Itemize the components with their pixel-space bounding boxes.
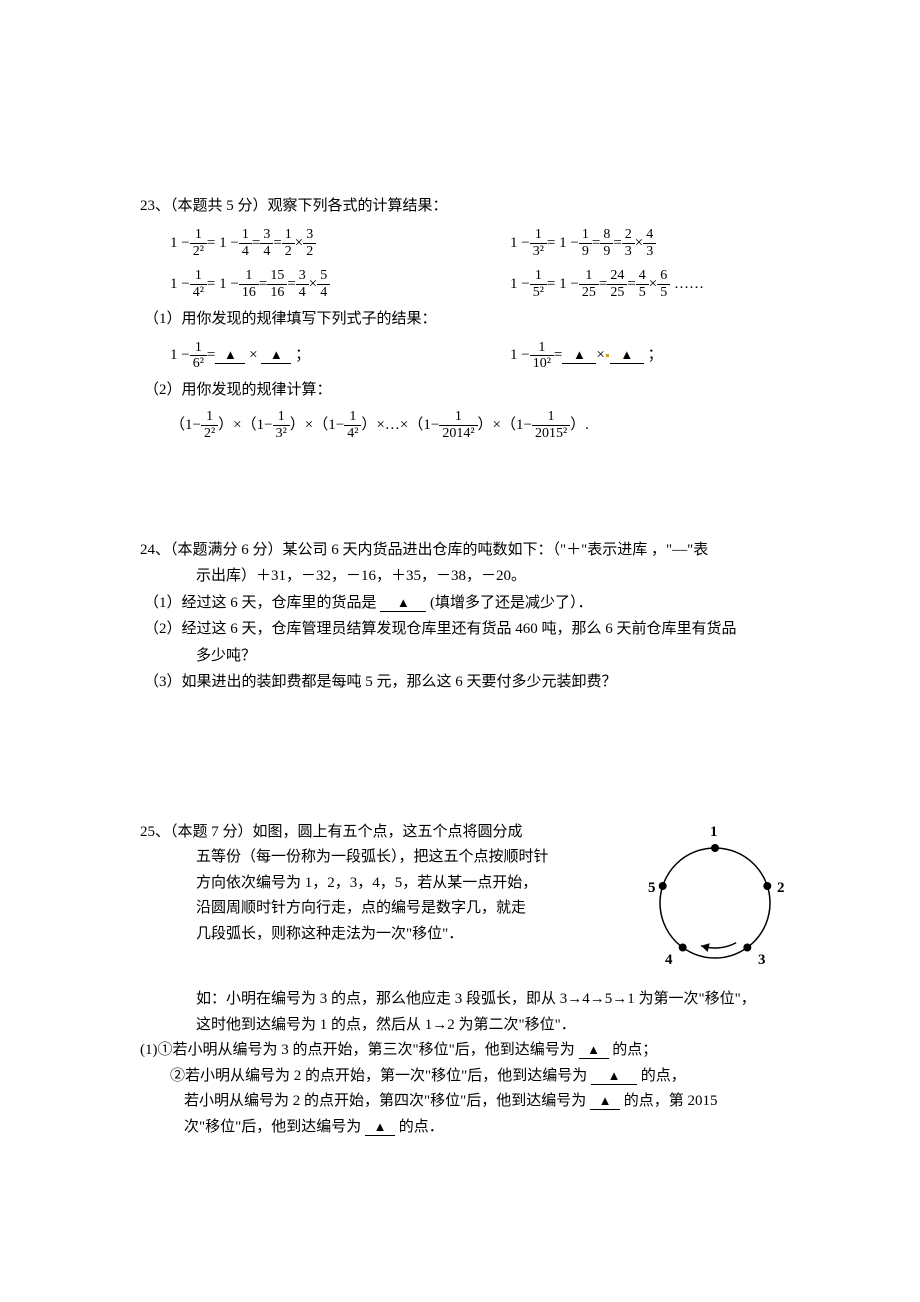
q25-line1: 25、（本题 7 分）如图，圆上有五个点，这五个点将圆分成 [140,821,618,844]
q24-part1: （1）经过这 6 天，仓库里的货品是 ▲ (填增多了还是减少了）． [140,592,800,615]
q23-eq-row-1: 1 −12²= 1 −14=34=12×32 1 −13²= 1 −19=89=… [140,224,800,263]
q24-part2-line1: （2）经过这 6 天，仓库管理员结算发现仓库里还有货品 460 吨，那么 6 天… [140,618,800,641]
q24-part2-line2: 多少吨？ [140,645,800,668]
q25-sub1: (1)①若小明从编号为 3 的点开始，第三次"移位"后，他到达编号为 ▲ 的点； [140,1039,800,1062]
spacer-1 [140,445,800,535]
q25-sub2a: ②若小明从编号为 2 的点开始，第一次"移位"后，他到达编号为 ▲ 的点， [140,1065,800,1088]
q25-blank-2: ▲ [591,1069,637,1085]
q23-eq-1-left: 1 −12²= 1 −14=34=12×32 [170,224,430,263]
q25-line6: 如：小明在编号为 3 的点，那么他应走 3 段弧长，即从 3→4→5→1 为第一… [140,988,800,1011]
q25-header: （本题 7 分）如图，圆上有五个点，这五个点将圆分成 [170,824,523,840]
q25-blank-3: ▲ [590,1094,620,1110]
q23-part1-row: 1 −16²=▲ × ▲ ； 1 −110²=▲×▲ ； [140,336,800,375]
spacer-2 [140,698,800,818]
question-23: 23、（本题共 5 分）观察下列各式的计算结果： 1 −12²= 1 −14=3… [140,195,800,445]
q23-part2-label: （2）用你发现的规律计算： [140,379,800,402]
q25-line7: 这时他到达编号为 1 的点，然后从 1→2 为第二次"移位"． [140,1014,800,1037]
q25-sub2c: 次"移位"后，他到达编号为 ▲ 的点． [140,1116,800,1139]
q23-eq-2-right: 1 −15²= 1 −125=2425=45×65 …… [510,265,770,304]
q23-part1-label: （1）用你发现的规律填写下列式子的结果： [140,308,800,331]
q23-number: 23、 [140,198,170,214]
q25-line3: 方向依次编号为 1，2，3，4，5，若从某一点开始， [140,872,618,895]
q23-eq-1-right: 1 −13²= 1 −19=89=23×43 [510,224,770,263]
q23-part2-expr: （1−12²）×（1−13²）×（1−14²）×…×（1−12014²）×（1−… [140,406,800,445]
q25-top-flex: 25、（本题 7 分）如图，圆上有五个点，这五个点将圆分成 五等份（每一份称为一… [140,818,800,986]
q25-sub2b-mid: 的点，第 2015 [624,1093,718,1109]
q25-number: 25、 [140,824,170,840]
q24-header-line1: 24、（本题满分 6 分）某公司 6 天内货品进出仓库的吨数如下：（"＋"表示进… [140,539,800,562]
q23-part1-right: 1 −110²=▲×▲ ； [510,336,770,375]
q25-sub2c-text: 次"移位"后，他到达编号为 [184,1119,361,1135]
q24-header-a: （本题满分 6 分）某公司 6 天内货品进出仓库的吨数如下：（"＋"表示进库 ，… [170,542,708,558]
svg-text:3: 3 [758,952,766,968]
q25-line5: 几段弧长，则称这种走法为一次"移位"． [140,923,618,946]
q23-header: 23、（本题共 5 分）观察下列各式的计算结果： [140,195,800,218]
q24-p1-text: （1）经过这 6 天，仓库里的货品是 [144,595,377,611]
q25-sub2a-tail: 的点， [641,1068,686,1084]
page: 23、（本题共 5 分）观察下列各式的计算结果： 1 −12²= 1 −14=3… [0,0,920,1302]
q25-sub1-text: (1)①若小明从编号为 3 的点开始，第三次"移位"后，他到达编号为 [140,1042,575,1058]
q23-title: （本题共 5 分）观察下列各式的计算结果： [170,198,448,214]
question-25: 25、（本题 7 分）如图，圆上有五个点，这五个点将圆分成 五等份（每一份称为一… [140,818,800,1139]
q24-part3: （3）如果进出的装卸费都是每吨 5 元，那么这 6 天要付多少元装卸费？ [140,671,800,694]
q25-blank-4: ▲ [365,1120,395,1136]
svg-text:4: 4 [665,952,673,968]
q25-blank-1: ▲ [579,1043,609,1059]
q24-p1-tail: (填增多了还是减少了）． [430,595,593,611]
q23-eq-2-left: 1 −14²= 1 −116=1516=34×54 [170,265,430,304]
q25-intro-text: 25、（本题 7 分）如图，圆上有五个点，这五个点将圆分成 五等份（每一份称为一… [140,818,618,949]
q25-line4: 沿圆周顺时针方向行走，点的编号是数字几，就走 [140,897,618,920]
q25-diagram: 1 2 3 4 5 [630,818,800,986]
circle-five-points-svg: 1 2 3 4 5 [630,818,800,978]
q23-part1-left: 1 −16²=▲ × ▲ ； [170,336,430,375]
q23-eq-row-2: 1 −14²= 1 −116=1516=34×54 1 −15²= 1 −125… [140,265,800,304]
q25-sub1-tail: 的点； [612,1042,657,1058]
question-24: 24、（本题满分 6 分）某公司 6 天内货品进出仓库的吨数如下：（"＋"表示进… [140,539,800,694]
q25-sub2b: 若小明从编号为 2 的点开始，第四次"移位"后，他到达编号为 ▲ 的点，第 20… [140,1090,800,1113]
q24-number: 24、 [140,542,170,558]
q24-blank-1: ▲ [380,596,426,612]
svg-text:2: 2 [777,880,785,896]
q25-line2: 五等份（每一份称为一段弧长），把这五个点按顺时针 [140,846,618,869]
q24-header-line2: 示出库）＋31，－32，－16，＋35，－38，－20。 [140,565,800,588]
q25-sub2a-text: ②若小明从编号为 2 的点开始，第一次"移位"后，他到达编号为 [170,1068,587,1084]
q25-sub2b-text: 若小明从编号为 2 的点开始，第四次"移位"后，他到达编号为 [184,1093,586,1109]
svg-text:1: 1 [710,824,718,840]
svg-text:5: 5 [648,880,656,896]
q25-sub2c-tail: 的点． [399,1119,444,1135]
